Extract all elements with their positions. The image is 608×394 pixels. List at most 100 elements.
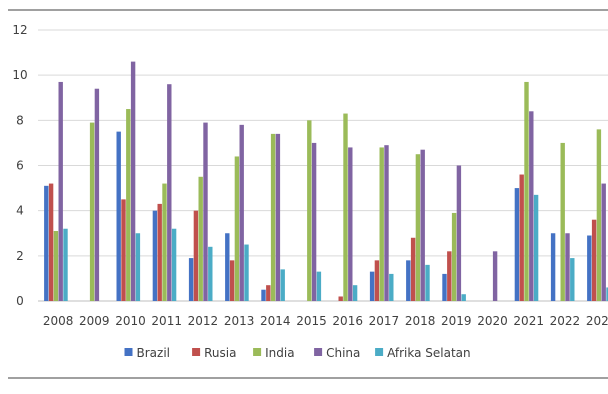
bar-india-2010 [126, 109, 131, 302]
y-tick-label: 0 [16, 294, 24, 308]
bar-afrika-selatan-2012 [208, 246, 213, 301]
bar-afrika-selatan-2011 [171, 228, 177, 301]
bar-china-2020 [492, 251, 498, 301]
x-tick-label: 2011 [151, 314, 182, 328]
x-tick-label: 2023 [586, 314, 608, 328]
x-tick-label: 2019 [441, 314, 472, 328]
legend-item-rusia: Rusia [192, 346, 236, 360]
x-tick-label: 2017 [369, 314, 400, 328]
legend-swatch [124, 348, 133, 356]
bar-india-2016 [343, 113, 348, 301]
bar-india-2018 [415, 154, 421, 301]
bar-afrika-selatan-2019 [461, 294, 466, 301]
x-tick-label: 2010 [115, 314, 146, 328]
bar-afrika-selatan-2023 [606, 287, 608, 301]
legend-swatch [192, 348, 201, 356]
legend-label: Rusia [204, 346, 236, 360]
bar-brazil-2008 [44, 185, 49, 301]
y-tick-label: 12 [12, 23, 27, 37]
bar-india-2019 [451, 212, 457, 301]
bar-china-2019 [456, 165, 462, 301]
bar-rusia-2011 [157, 203, 162, 301]
bar-brazil-2013 [225, 233, 230, 301]
x-axis: 2008 2009 2010 2011 2012 2013 2014 2015 2016 2017… [43, 314, 608, 328]
bar-china-2011 [167, 84, 172, 301]
bar-afrika-selatan-2021 [533, 194, 539, 301]
bar-rusia-2014 [266, 285, 271, 301]
legend-label: China [326, 346, 360, 360]
legend-item-afrika-selatan: Afrika Selatan [375, 346, 471, 360]
bar-china-2021 [529, 111, 534, 301]
legend-label: Brazil [137, 346, 171, 360]
bar-afrika-selatan-2018 [425, 264, 430, 301]
bars [44, 61, 608, 302]
bar-china-2010 [130, 61, 136, 301]
bar-brazil-2010 [116, 131, 121, 301]
bar-china-2022 [565, 233, 570, 301]
bar-india-2017 [379, 147, 384, 301]
x-tick-label: 2022 [550, 314, 581, 328]
legend-item-india: India [253, 346, 295, 360]
x-tick-label: 2021 [513, 314, 544, 328]
y-tick-label: 2 [16, 249, 24, 263]
bar-rusia-2013 [229, 260, 235, 301]
bar-china-2008 [58, 81, 63, 301]
bar-rusia-2016 [338, 296, 343, 301]
bar-rusia-2023 [591, 219, 597, 301]
bar-rusia-2008 [48, 183, 54, 301]
bar-china-2018 [420, 149, 425, 301]
bar-india-2014 [270, 133, 276, 301]
bar-brazil-2011 [152, 210, 158, 301]
bar-china-2017 [384, 145, 389, 301]
y-tick-label: 6 [16, 159, 24, 173]
x-tick-label: 2008 [43, 314, 74, 328]
bar-china-2016 [348, 147, 353, 301]
bar-rusia-2010 [121, 199, 126, 301]
legend-swatch [314, 348, 323, 356]
bar-afrika-selatan-2017 [389, 273, 394, 301]
bar-rusia-2019 [447, 251, 452, 301]
x-tick-label: 2013 [224, 314, 255, 328]
legend-label: Afrika Selatan [387, 346, 471, 360]
bar-afrika-selatan-2013 [244, 244, 249, 301]
x-tick-label: 2012 [188, 314, 219, 328]
bar-brazil-2021 [514, 188, 520, 301]
bar-india-2023 [596, 129, 602, 301]
bar-india-2011 [162, 183, 167, 301]
bar-brazil-2023 [587, 235, 592, 301]
x-tick-label: 2015 [296, 314, 327, 328]
bar-brazil-2019 [442, 273, 447, 301]
y-tick-label: 10 [12, 68, 27, 82]
bar-india-2013 [234, 156, 240, 301]
bar-brazil-2018 [406, 260, 411, 301]
legend-item-brazil: Brazil [124, 346, 171, 360]
bar-china-2009 [94, 88, 100, 301]
bar-rusia-2012 [193, 210, 199, 301]
bar-india-2008 [53, 230, 59, 301]
bar-china-2012 [203, 122, 208, 301]
bar-afrika-selatan-2014 [280, 269, 285, 301]
bar-afrika-selatan-2008 [63, 228, 68, 301]
bar-china-2023 [601, 183, 606, 301]
bar-india-2022 [560, 142, 565, 301]
legend: Brazil Rusia India China Afrika Selatan [124, 346, 471, 360]
y-axis: 0 2 4 6 8 10 12 [12, 23, 27, 308]
bar-rusia-2021 [519, 174, 524, 301]
bar-rusia-2018 [410, 237, 416, 301]
bar-afrika-selatan-2015 [316, 271, 322, 301]
bar-india-2012 [198, 176, 203, 301]
bar-india-2009 [89, 122, 95, 301]
bar-china-2013 [239, 124, 244, 301]
legend-label: India [265, 346, 294, 360]
x-tick-label: 2016 [332, 314, 363, 328]
legend-item-china: China [314, 346, 360, 360]
bar-india-2015 [307, 120, 312, 301]
y-tick-label: 4 [16, 204, 24, 218]
bar-afrika-selatan-2016 [352, 285, 358, 301]
bar-india-2021 [524, 81, 529, 301]
bar-rusia-2017 [374, 260, 380, 301]
y-tick-label: 8 [16, 113, 24, 127]
bar-brazil-2014 [261, 289, 266, 301]
